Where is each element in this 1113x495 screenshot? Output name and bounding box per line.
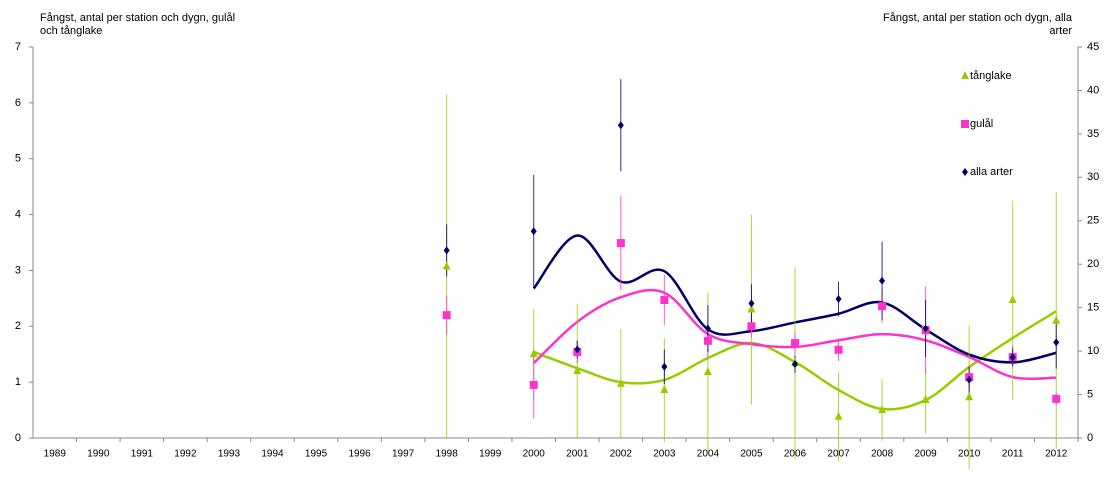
data-point (1008, 295, 1017, 304)
y2-axis-title: arter (1049, 25, 1072, 37)
x-tick-label: 1989 (44, 449, 67, 460)
data-point (835, 294, 842, 303)
data-point (1052, 315, 1061, 324)
data-point (616, 239, 625, 248)
data-point (878, 302, 887, 311)
data-point (442, 261, 451, 270)
y2-axis-title: Fångst, antal per station och dygn, alla (883, 12, 1073, 24)
y2-tick-label: 25 (1087, 215, 1099, 227)
data-point (1053, 338, 1060, 347)
y-tick-label: 2 (15, 320, 21, 332)
x-tick-label: 1999 (479, 449, 502, 460)
y-axis-title: Fångst, antal per station och dygn, gulå… (40, 12, 235, 24)
data-point (747, 322, 756, 331)
x-tick-label: 1990 (87, 449, 110, 460)
x-tick-label: 1991 (131, 449, 154, 460)
data-point (879, 276, 886, 285)
legend-marker (962, 168, 968, 176)
y-tick-label: 5 (15, 153, 21, 165)
x-tick-label: 2001 (566, 449, 589, 460)
x-tick-label: 2011 (1002, 449, 1024, 460)
data-point (834, 411, 843, 420)
x-tick-label: 2002 (610, 449, 633, 460)
data-point (921, 395, 930, 404)
x-tick-label: 2003 (653, 449, 676, 460)
y2-tick-label: 0 (1087, 432, 1093, 444)
legend-label: alla arter (970, 166, 1013, 178)
y2-tick-label: 20 (1087, 258, 1099, 270)
data-point (574, 345, 581, 354)
data-point (660, 384, 669, 393)
y-tick-label: 3 (15, 264, 21, 276)
data-point (791, 360, 798, 369)
x-tick-label: 2009 (914, 449, 937, 460)
data-point (660, 296, 669, 305)
y-tick-label: 1 (15, 376, 21, 388)
data-point (966, 375, 973, 384)
data-point (573, 365, 582, 374)
data-point (748, 299, 755, 308)
data-point (878, 405, 887, 414)
legend-label: tånglake (970, 70, 1012, 82)
x-tick-label: 1996 (348, 449, 371, 460)
data-point (443, 246, 450, 255)
data-point (1009, 353, 1016, 362)
data-point (529, 349, 538, 358)
x-tick-label: 1998 (436, 449, 459, 460)
x-tick-label: 2005 (740, 449, 763, 460)
y2-tick-label: 45 (1087, 41, 1099, 53)
legend-label: gulål (970, 118, 993, 130)
x-tick-label: 1992 (174, 449, 197, 460)
data-point (834, 345, 843, 354)
y2-tick-label: 5 (1087, 388, 1093, 400)
data-point (790, 339, 799, 348)
x-tick-label: 1993 (218, 449, 241, 460)
x-tick-label: 1995 (305, 449, 328, 460)
data-point (922, 324, 929, 333)
legend-marker (961, 71, 969, 79)
data-point (442, 311, 451, 320)
y-tick-label: 4 (15, 208, 21, 220)
data-point (704, 324, 711, 333)
y-tick-label: 0 (15, 432, 21, 444)
y2-tick-label: 35 (1087, 128, 1099, 140)
data-point (703, 336, 712, 345)
legend-marker (961, 120, 969, 128)
y2-tick-label: 10 (1087, 345, 1099, 357)
y-tick-label: 6 (15, 97, 21, 109)
data-point (616, 378, 625, 387)
x-tick-label: 2000 (523, 449, 546, 460)
x-tick-label: 2008 (871, 449, 894, 460)
data-point (747, 304, 756, 313)
y2-tick-label: 40 (1087, 84, 1099, 96)
x-tick-label: 2012 (1045, 449, 1068, 460)
data-point (965, 392, 974, 401)
data-point (1052, 394, 1061, 403)
data-point (530, 227, 537, 236)
x-tick-label: 1997 (392, 449, 415, 460)
y-tick-label: 7 (15, 41, 21, 53)
y2-tick-label: 15 (1087, 302, 1099, 314)
y-axis-title: och tånglake (40, 25, 102, 37)
data-point (703, 367, 712, 376)
x-tick-label: 2004 (697, 449, 720, 460)
data-point (617, 121, 624, 130)
data-point (661, 362, 668, 371)
data-point (529, 380, 538, 389)
y2-tick-label: 30 (1087, 171, 1099, 183)
x-tick-label: 1994 (261, 449, 284, 460)
